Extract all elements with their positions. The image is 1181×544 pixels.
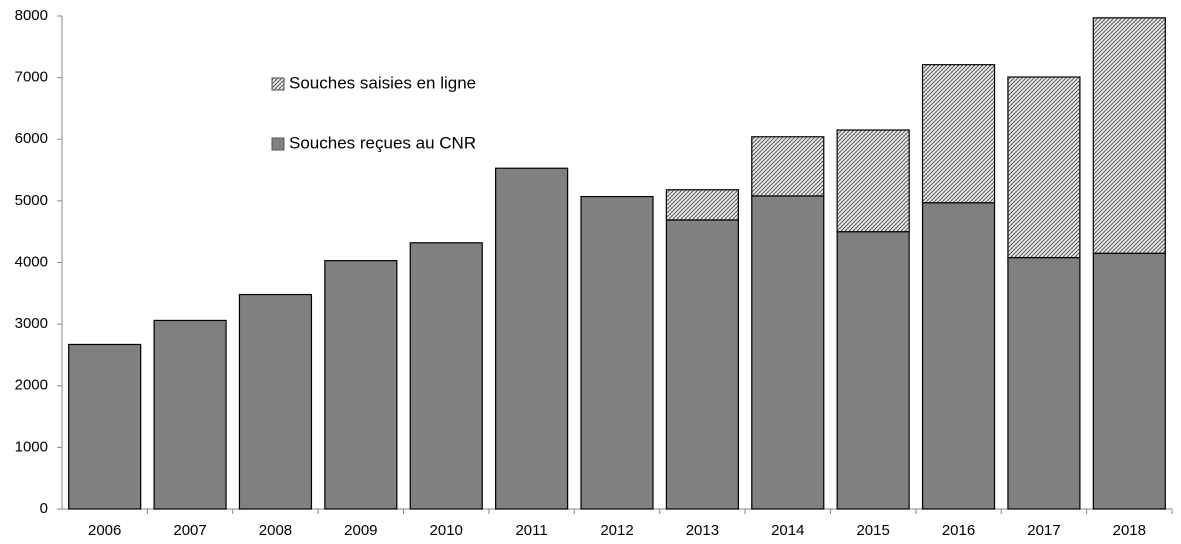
bar-segment [1092,252,1166,510]
bar-segment [836,231,910,510]
x-tick-label: 2014 [771,522,804,539]
y-tick-label: 7000 [15,69,48,86]
x-tick-label: 2008 [259,522,292,539]
y-tick-label: 6000 [15,130,48,147]
x-tick-label: 2018 [1113,522,1146,539]
bar-segment [153,319,227,510]
x-tick-label: 2016 [942,522,975,539]
bar-segment [836,129,910,233]
bar-segment [409,242,483,510]
y-tick-label: 2000 [15,377,48,394]
x-tick-label: 2006 [88,522,121,539]
y-tick-label: 8000 [15,7,48,24]
bar-segment [921,64,996,204]
y-tick-label: 4000 [15,253,48,270]
x-tick-label: 2013 [686,522,719,539]
x-tick-label: 2009 [344,522,377,539]
bar-segment [1007,256,1081,510]
legend-label: Souches saisies en ligne [289,73,476,92]
bar-segment [1092,17,1166,254]
x-tick-label: 2015 [856,522,889,539]
bar-segment [495,167,569,510]
bar-segment [580,195,654,510]
y-tick-label: 1000 [15,438,48,455]
bar-segment [665,189,739,221]
bar-segment [665,219,739,510]
legend-label: Souches reçues au CNR [289,133,476,152]
bar-segment [1007,76,1081,259]
x-tick-label: 2017 [1027,522,1060,539]
legend-swatch [271,137,285,151]
bar-segment [238,293,313,510]
x-tick-label: 2010 [430,522,463,539]
bar-segment [921,202,996,510]
y-tick-label: 0 [40,500,48,517]
y-tick-label: 5000 [15,192,48,209]
bar-segment [751,195,825,510]
x-tick-label: 2011 [515,522,547,539]
bar-segment [751,136,825,197]
legend-swatch [271,77,285,91]
x-tick-label: 2007 [173,522,206,539]
bar-segment [324,260,398,510]
x-tick-label: 2012 [600,522,633,539]
y-tick-label: 3000 [15,315,48,332]
bar-segment [68,343,142,510]
